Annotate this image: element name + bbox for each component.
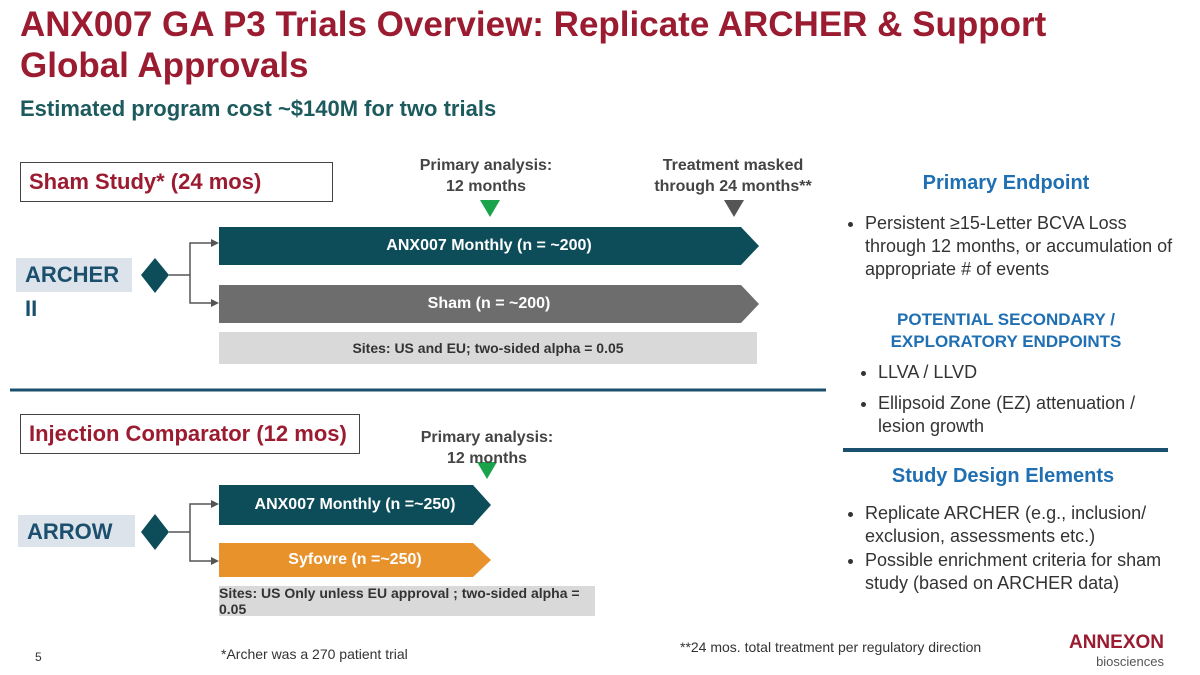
analysis-label: Primary analysis: 12 months <box>386 155 586 197</box>
bullet: Replicate ARCHER (e.g., inclusion/ exclu… <box>865 502 1165 548</box>
footnote: *Archer was a 270 patient trial <box>221 646 408 662</box>
logo-tagline: biosciences <box>1096 654 1164 669</box>
study-heading: Sham Study* (24 mos) <box>20 162 333 202</box>
label-line: 12 months <box>445 178 526 195</box>
logo: ANNEXON biosciences <box>1060 632 1164 669</box>
sites-box: Sites: US Only unless EU approval ; two-… <box>219 585 595 617</box>
section-heading: POTENTIAL SECONDARY / EXPLORATORY ENDPOI… <box>890 310 1122 351</box>
label-line: Primary analysis: <box>419 157 553 174</box>
bullet: Ellipsoid Zone (EZ) attenuation / lesion… <box>878 392 1178 438</box>
trial-label: ARROW <box>18 515 135 547</box>
bullet-list: Replicate ARCHER (e.g., inclusion/ exclu… <box>835 502 1165 603</box>
sites-box: Sites: US and EU; two-sided alpha = 0.05 <box>219 332 757 364</box>
section-heading: Study Design Elements <box>891 465 1115 487</box>
analysis-label: Primary analysis: 12 months <box>387 427 587 469</box>
arm-bar: ANX007 Monthly (n =~250) <box>219 485 491 525</box>
logo-name: ANNEXON <box>1068 632 1164 653</box>
label-line: Primary analysis: <box>420 429 554 446</box>
bullet: Possible enrichment criteria for sham st… <box>865 549 1165 595</box>
arm-bar: ANX007 Monthly (n = ~200) <box>219 227 759 265</box>
footnote: **24 mos. total treatment per regulatory… <box>680 639 982 655</box>
section-heading: Primary Endpoint <box>922 172 1090 194</box>
label-line: through 24 months** <box>654 178 812 195</box>
study-heading: Injection Comparator (12 mos) <box>20 414 360 454</box>
bullet: Persistent ≥15-Letter BCVA Loss through … <box>865 212 1190 281</box>
page-number: 5 <box>35 650 42 664</box>
arm-bar: Sham (n = ~200) <box>219 285 759 323</box>
title: ANX007 GA P3 Trials Overview: Replicate … <box>20 5 1047 85</box>
bullet-list: Persistent ≥15-Letter BCVA Loss through … <box>845 212 1190 289</box>
bullet: LLVA / LLVD <box>878 361 1178 384</box>
label-line: 12 months <box>446 450 527 467</box>
label-line: Treatment masked <box>662 157 804 174</box>
masked-label: Treatment masked through 24 months** <box>623 155 843 197</box>
arm-bar: Syfovre (n =~250) <box>219 543 491 577</box>
bullet-list: LLVA / LLVD Ellipsoid Zone (EZ) attenuat… <box>858 361 1178 446</box>
subtitle: Estimated program cost ~$140M for two tr… <box>20 96 497 121</box>
trial-label: ARCHER II <box>16 258 132 321</box>
